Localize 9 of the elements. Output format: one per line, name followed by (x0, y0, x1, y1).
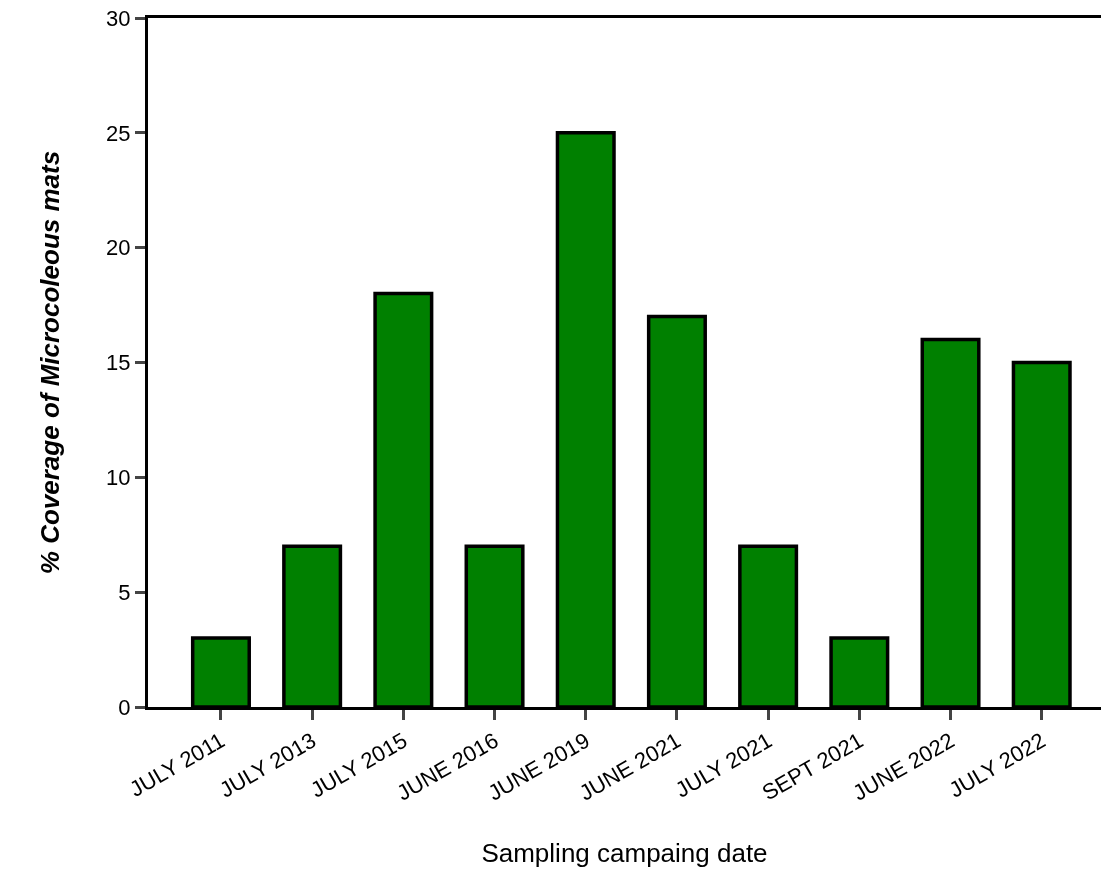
y-tick-label: 10 (106, 465, 131, 491)
y-axis-title: % Coverage of Microcoleous mats (34, 150, 65, 575)
y-tick-label: 30 (106, 5, 131, 31)
y-tick-label: 25 (106, 120, 131, 146)
y-tick-label: 20 (106, 235, 131, 261)
y-tick-label: 5 (118, 579, 131, 605)
x-axis-title: Sampling campaing date (481, 838, 768, 869)
y-tick-label: 0 (118, 694, 131, 720)
y-tick-label: 15 (106, 350, 131, 376)
